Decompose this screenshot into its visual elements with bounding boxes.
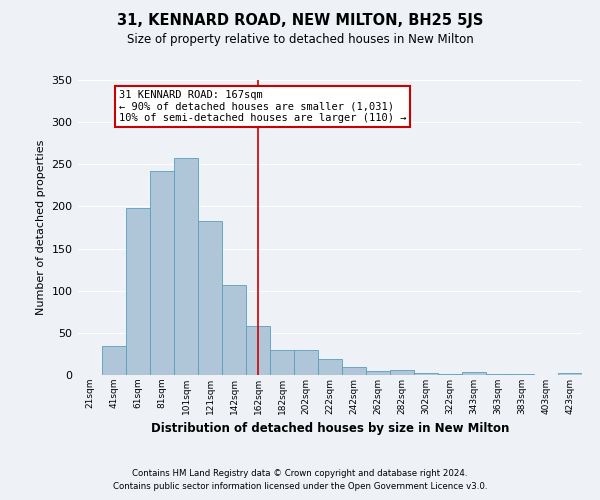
Bar [558, 374, 582, 375]
Bar [270, 350, 294, 375]
Bar [126, 208, 150, 375]
Text: 31 KENNARD ROAD: 167sqm
← 90% of detached houses are smaller (1,031)
10% of semi: 31 KENNARD ROAD: 167sqm ← 90% of detache… [119, 90, 406, 124]
Text: 31, KENNARD ROAD, NEW MILTON, BH25 5JS: 31, KENNARD ROAD, NEW MILTON, BH25 5JS [117, 12, 483, 28]
Bar [390, 370, 414, 375]
Text: Contains HM Land Registry data © Crown copyright and database right 2024.: Contains HM Land Registry data © Crown c… [132, 468, 468, 477]
Text: Contains public sector information licensed under the Open Government Licence v3: Contains public sector information licen… [113, 482, 487, 491]
Bar [438, 374, 462, 375]
Bar [294, 350, 318, 375]
X-axis label: Distribution of detached houses by size in New Milton: Distribution of detached houses by size … [151, 422, 509, 436]
Bar [414, 374, 438, 375]
Bar [510, 374, 534, 375]
Y-axis label: Number of detached properties: Number of detached properties [36, 140, 46, 315]
Bar [246, 326, 270, 375]
Bar [174, 158, 198, 375]
Bar [102, 346, 126, 375]
Bar [198, 221, 222, 375]
Text: Size of property relative to detached houses in New Milton: Size of property relative to detached ho… [127, 32, 473, 46]
Bar [222, 285, 246, 375]
Bar [342, 366, 366, 375]
Bar [486, 374, 510, 375]
Bar [318, 359, 342, 375]
Bar [366, 371, 390, 375]
Bar [150, 171, 174, 375]
Bar [462, 372, 486, 375]
